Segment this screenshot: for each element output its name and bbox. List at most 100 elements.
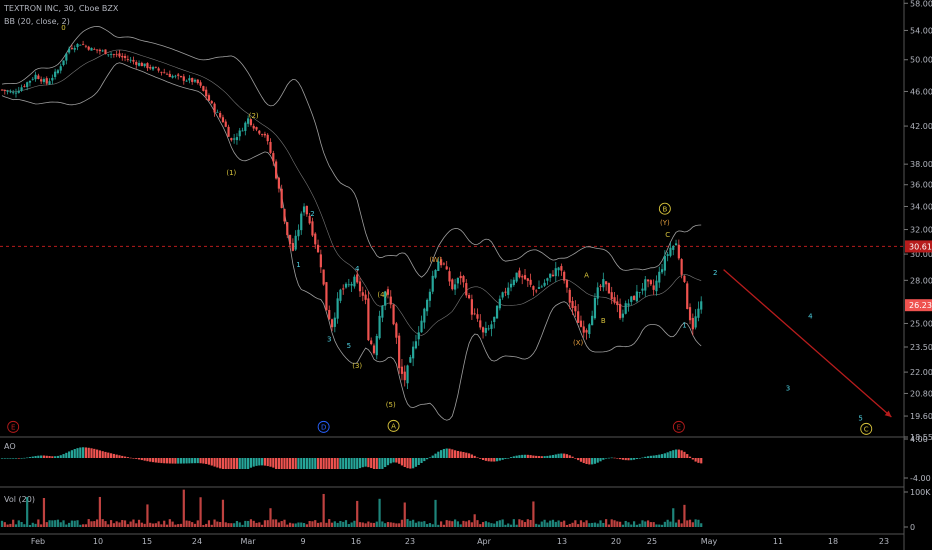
volume-bar	[82, 524, 85, 527]
ao-bar	[31, 456, 34, 458]
candle-body	[515, 272, 518, 282]
volume-bar	[219, 522, 222, 527]
candle-body	[646, 279, 650, 282]
candle-body	[235, 137, 239, 141]
volume-bar	[660, 524, 664, 527]
ao-bar	[95, 449, 99, 458]
candle-body	[17, 90, 20, 93]
volume-bar	[9, 523, 12, 527]
ao-bar	[196, 458, 199, 464]
candle-body	[34, 74, 37, 80]
ao-histogram	[0, 447, 703, 469]
candle-body	[37, 75, 40, 79]
volume-bar	[646, 520, 650, 527]
wave-label: 1	[682, 322, 686, 330]
volume-bar	[557, 520, 560, 527]
candle-body	[14, 92, 18, 94]
volume-bar	[644, 521, 647, 527]
ao-bar	[73, 449, 76, 458]
volume-bar	[126, 524, 129, 527]
volume-bar	[107, 524, 110, 527]
candle-body	[249, 119, 253, 126]
ao-bar	[551, 454, 555, 458]
wave-label: 0	[61, 24, 65, 32]
volume-bar	[546, 522, 549, 527]
candle-body	[177, 74, 180, 76]
volume-bar	[339, 520, 342, 527]
candle-body	[0, 89, 4, 91]
volume-bar	[607, 524, 611, 527]
candle-body	[398, 335, 401, 369]
ao-bar	[235, 458, 239, 469]
volume-bar	[202, 524, 205, 527]
volume-bar	[101, 519, 104, 527]
candle-body	[160, 71, 163, 73]
candle-body	[305, 205, 308, 215]
candle-body	[453, 284, 457, 290]
volume-bar	[686, 520, 689, 527]
ao-bar	[498, 458, 501, 461]
candle-body	[70, 47, 74, 49]
volume-tick-label: 100K	[910, 488, 931, 497]
volume-bar	[481, 522, 485, 527]
candle-body	[165, 73, 169, 75]
ao-bar	[554, 454, 557, 458]
volume-bars	[0, 489, 703, 527]
ao-bar	[412, 458, 415, 469]
volume-bar	[543, 519, 546, 527]
wave-label: B	[662, 205, 667, 213]
candle-body	[624, 303, 627, 314]
wave-label: 4	[355, 265, 360, 273]
candle-body	[101, 50, 104, 52]
volume-bar	[272, 519, 275, 527]
candle-body	[440, 259, 443, 266]
ao-bar	[233, 458, 236, 469]
candle-body	[196, 79, 199, 84]
x-tick-label: 25	[647, 537, 657, 546]
candle-body	[300, 213, 303, 231]
volume-bar	[255, 522, 258, 527]
ao-bar	[672, 450, 675, 458]
volume-bar	[104, 521, 107, 527]
volume-bar	[280, 521, 283, 527]
ao-bar	[129, 457, 132, 459]
ao-bar	[691, 458, 694, 460]
ao-bar	[274, 458, 278, 469]
ao-bar	[495, 458, 499, 462]
candle-body	[9, 91, 12, 93]
candle-body	[269, 141, 272, 153]
volume-bar	[241, 524, 244, 527]
volume-bar	[571, 522, 574, 527]
candle-body	[104, 49, 107, 55]
candle-body	[191, 77, 194, 82]
candle-body	[546, 278, 549, 281]
candle-body	[76, 43, 79, 48]
volume-bar	[677, 519, 680, 527]
candle-body	[509, 283, 513, 288]
ao-bar	[605, 458, 608, 459]
candle-body	[227, 126, 230, 137]
candle-body	[677, 244, 680, 259]
y-tick-label: 54.00	[910, 26, 932, 35]
ao-bar	[456, 450, 459, 458]
candle-body	[364, 294, 367, 300]
volume-bar	[358, 522, 362, 527]
ao-bar	[339, 458, 342, 469]
candle-body	[632, 295, 636, 300]
candle-body	[669, 247, 672, 256]
ao-bar	[286, 458, 289, 469]
ao-bar	[288, 458, 292, 469]
volume-bar	[235, 520, 239, 527]
ao-bar	[266, 458, 269, 467]
candle-body	[691, 317, 694, 330]
ao-bar	[593, 458, 597, 464]
ao-bar	[669, 451, 672, 458]
ao-bar	[613, 457, 616, 459]
ao-bar	[442, 448, 446, 458]
candle-body	[400, 366, 404, 374]
candle-body	[663, 256, 666, 271]
candle-body	[579, 320, 583, 327]
ao-bar	[644, 456, 647, 458]
volume-bar	[118, 522, 121, 527]
